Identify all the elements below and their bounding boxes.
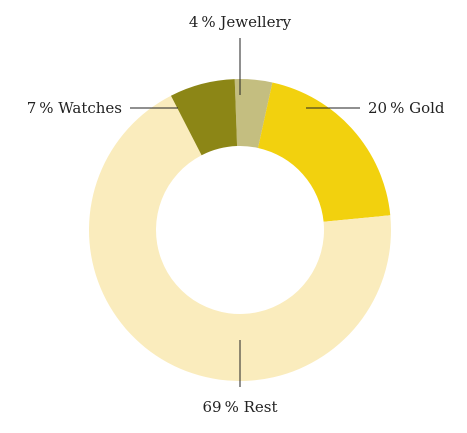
donut-slices bbox=[88, 79, 392, 382]
slice-labels: 4 % Jewellery 20 % Gold 69 % Rest 7 % Watch… bbox=[27, 13, 445, 416]
slice-watches bbox=[170, 79, 238, 156]
slice-gold bbox=[258, 82, 391, 222]
slice-label-gold: 20 % Gold bbox=[368, 99, 445, 117]
leader-lines bbox=[130, 38, 360, 387]
slice-rest bbox=[88, 95, 392, 382]
slice-jewellery bbox=[234, 79, 273, 148]
slice-label-watches: 7 % Watches bbox=[27, 99, 122, 117]
slice-label-jewellery: 4 % Jewellery bbox=[189, 13, 292, 31]
slice-label-rest: 69 % Rest bbox=[203, 398, 278, 416]
